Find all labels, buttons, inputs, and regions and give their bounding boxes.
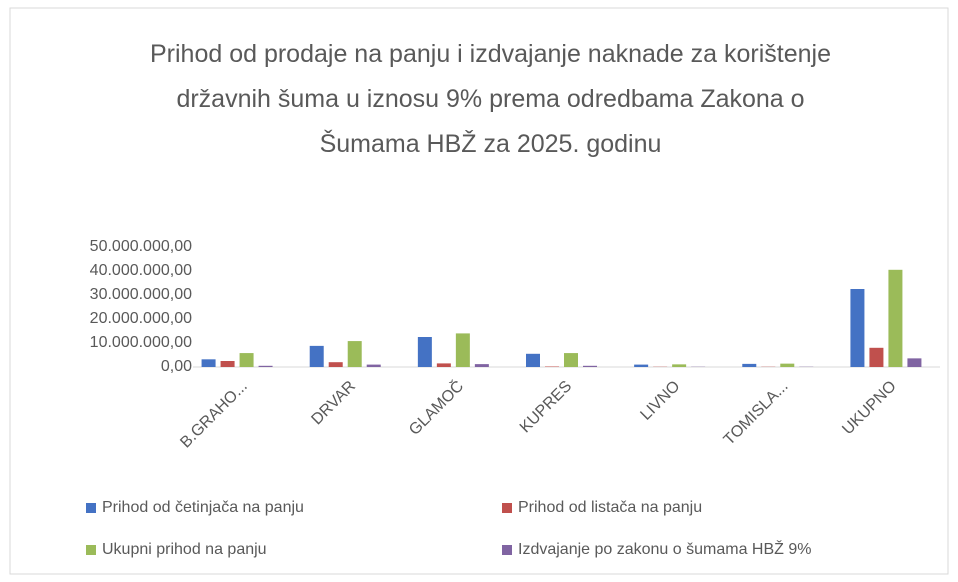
legend-swatch [86,503,96,513]
bar [526,353,540,367]
legend-swatch [502,545,512,555]
bar [366,364,381,367]
bar [634,364,649,367]
bar [417,337,432,367]
bar [780,363,795,367]
bar [455,333,470,367]
bar [258,365,273,367]
y-tick-label: 10.000.000,00 [90,334,192,351]
x-tick-label: UKUPNO [839,378,899,438]
legend-swatch [502,503,512,513]
legend-label: Ukupni prihod na panju [102,541,267,558]
bar [474,364,489,367]
y-tick-label: 40.000.000,00 [90,262,192,279]
bar [583,365,597,367]
legend-label: Prihod od listača na panju [518,499,702,516]
bar [347,341,362,367]
x-tick-label: GLAMOČ [405,376,467,438]
x-tick-label: B.GRAHO... [177,378,251,452]
y-tick-label: 20.000.000,00 [90,310,192,327]
legend-label: Prihod od četinjača na panju [102,499,304,516]
bar [328,362,343,367]
x-tick-label: DRVAR [308,378,359,429]
y-tick-label: 50.000.000,00 [90,238,192,255]
chart-frame [9,7,949,575]
bar [564,353,578,367]
legend-label: Izdvajanje po zakonu o šumama HBŽ 9% [518,539,811,558]
y-tick-label: 0,00 [161,358,192,375]
bar [220,361,235,367]
x-tick-label: KUPRES [517,378,576,437]
bar [436,363,451,367]
bar [309,345,324,367]
x-tick-label: TOMISLA... [721,378,792,449]
chart-title: Prihod od prodaje na panju i izdvajanje … [149,40,832,158]
y-tick-label: 30.000.000,00 [90,286,192,303]
bar [869,347,884,367]
x-tick-label: LIVNO [637,378,683,424]
bar [239,353,254,367]
bar [201,359,216,367]
bar [888,269,903,367]
bar [850,289,865,367]
bar [907,358,922,367]
bar [742,363,757,367]
legend-swatch [86,545,96,555]
bar [672,364,687,367]
